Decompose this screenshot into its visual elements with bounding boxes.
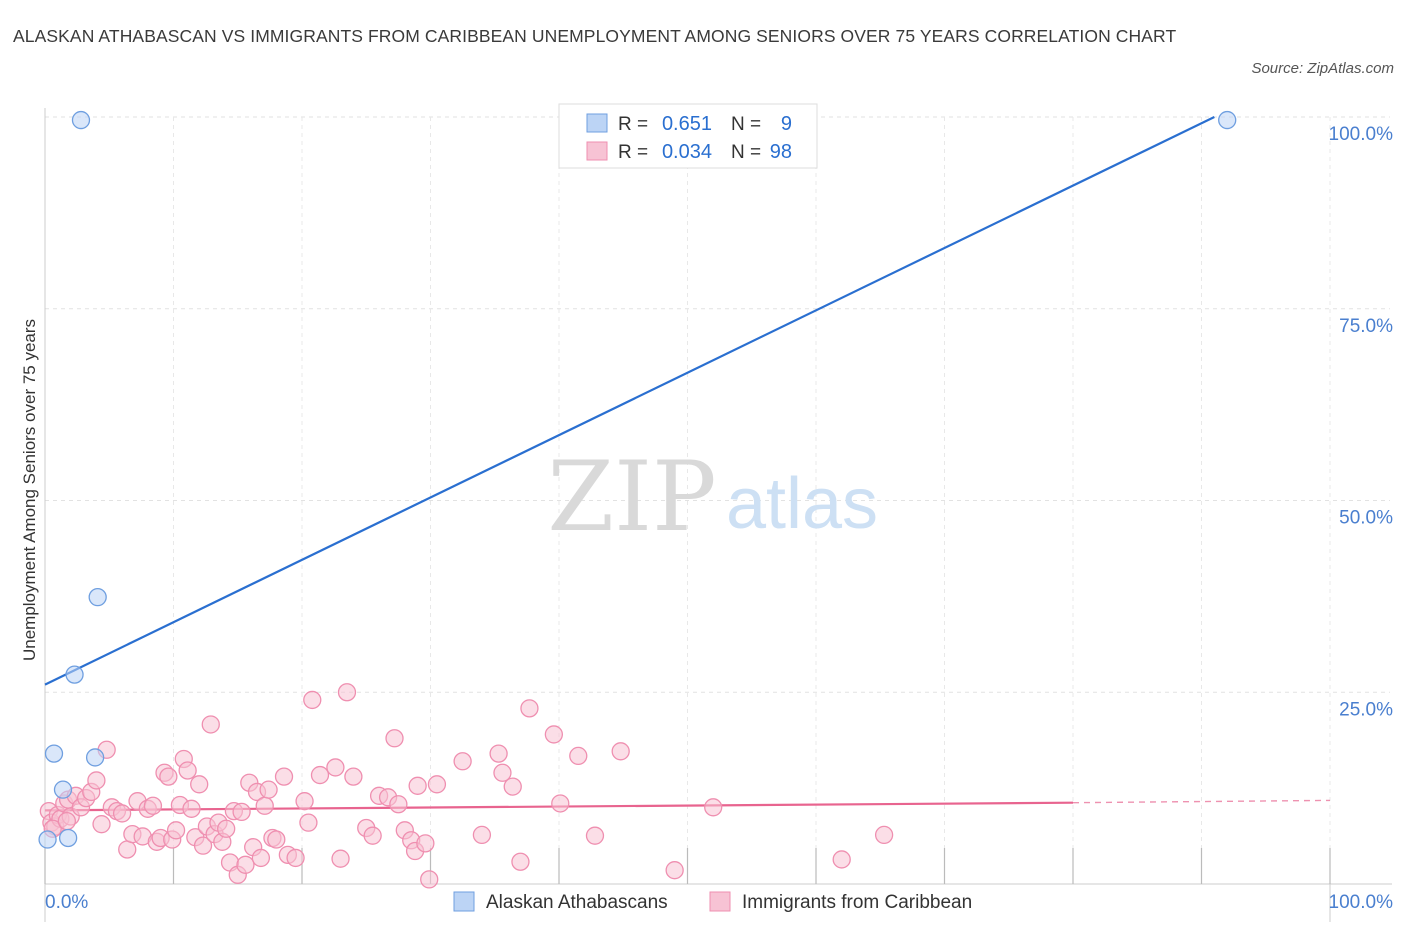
athabascan-point-4 <box>44 744 64 763</box>
caribbean-point-66 <box>344 767 363 786</box>
legend-r-label-2: R = <box>618 142 648 163</box>
caribbean-point-38 <box>201 715 220 734</box>
athabascan-point-0 <box>71 110 91 130</box>
caribbean-point-90 <box>585 826 605 845</box>
caribbean-point-61 <box>303 690 322 710</box>
athabascan-point-8 <box>38 830 57 849</box>
legend-swatch-athabascans <box>453 891 475 912</box>
caribbean-point-92 <box>665 861 684 880</box>
caribbean-point-47 <box>236 855 255 874</box>
caribbean-point-35 <box>190 775 209 794</box>
source-credit: Source: ZipAtlas.com <box>1251 60 1394 77</box>
caribbean-point-62 <box>310 765 330 785</box>
caribbean-point-68 <box>363 826 382 845</box>
caribbean-point-84 <box>503 777 522 796</box>
y-tick-label-100: 100.0% <box>1329 124 1394 145</box>
caribbean-point-58 <box>286 848 305 868</box>
caribbean-point-88 <box>551 794 570 813</box>
caribbean-point-80 <box>453 752 472 771</box>
x-tick-label-0: 0.0% <box>45 892 88 913</box>
caribbean-point-83 <box>493 763 512 782</box>
caribbean-point-89 <box>569 746 588 766</box>
legend-swatch-caribbean-bottom <box>709 891 731 912</box>
trend-line-0 <box>44 116 1215 686</box>
caribbean-point-91 <box>611 742 630 761</box>
athabascan-point-6 <box>53 780 73 799</box>
caribbean-point-63 <box>326 758 345 777</box>
data-points <box>38 110 1237 889</box>
legend-n-value-2: 98 <box>770 141 792 163</box>
y-tick-label-50: 50.0% <box>1339 508 1393 529</box>
caribbean-point-36 <box>193 836 213 855</box>
caribbean-point-95 <box>874 825 894 845</box>
caribbean-point-46 <box>232 802 251 822</box>
caribbean-point-42 <box>217 819 236 838</box>
legend-r-value-1: 0.651 <box>662 113 712 135</box>
caribbean-point-81 <box>472 825 492 845</box>
caribbean-point-27 <box>159 767 178 786</box>
legend-n-value-1: 9 <box>781 113 792 135</box>
caribbean-point-52 <box>255 796 274 815</box>
legend-n-label-1: N = <box>731 114 761 135</box>
caribbean-point-79 <box>427 775 447 794</box>
caribbean-point-23 <box>143 796 163 815</box>
caribbean-point-93 <box>704 798 723 817</box>
caribbean-point-12 <box>87 771 106 790</box>
caribbean-point-76 <box>408 776 427 795</box>
x-tick-label-100: 100.0% <box>1329 892 1394 913</box>
stats-legend: R = 0.651 N = 9 R = 0.034 N = 98 <box>558 103 818 169</box>
legend-n-label-2: N = <box>731 142 761 163</box>
caribbean-point-56 <box>274 767 294 786</box>
tick-labels: 100.0% 75.0% 50.0% 25.0% 0.0% 100.0% <box>45 124 1393 913</box>
caribbean-point-97 <box>57 811 76 831</box>
caribbean-point-64 <box>331 849 350 868</box>
legend-label-athabascans: Alaskan Athabascans <box>486 892 668 913</box>
caribbean-point-32 <box>178 761 197 780</box>
caribbean-point-71 <box>385 729 404 748</box>
caribbean-point-82 <box>489 744 508 763</box>
athabascan-point-7 <box>58 828 78 848</box>
grid-lines <box>45 116 1390 884</box>
trend-line-ext-1 <box>1072 799 1331 804</box>
athabascan-point-2 <box>88 587 107 607</box>
caribbean-point-86 <box>520 699 539 718</box>
caribbean-point-60 <box>299 813 318 832</box>
caribbean-point-85 <box>511 852 530 871</box>
caribbean-point-51 <box>251 848 271 868</box>
caribbean-point-29 <box>166 821 186 840</box>
legend-label-caribbean: Immigrants from Caribbean <box>742 892 972 913</box>
caribbean-point-87 <box>544 725 564 744</box>
legend-r-value-2: 0.034 <box>662 141 712 163</box>
caribbean-point-65 <box>337 683 357 702</box>
athabascan-point-1 <box>1218 110 1237 130</box>
legend-r-label-1: R = <box>618 114 648 135</box>
caribbean-point-33 <box>182 799 201 818</box>
watermark-zip: ZIP <box>547 441 716 553</box>
chart-title: ALASKAN ATHABASCAN VS IMMIGRANTS FROM CA… <box>13 26 1177 46</box>
caribbean-point-53 <box>259 780 278 799</box>
legend-swatch-caribbean <box>586 141 608 161</box>
caribbean-point-13 <box>92 815 111 834</box>
caribbean-point-77 <box>416 834 435 853</box>
caribbean-point-59 <box>295 792 314 811</box>
caribbean-point-78 <box>420 870 439 889</box>
y-tick-label-75: 75.0% <box>1339 316 1393 337</box>
caribbean-point-17 <box>112 804 132 823</box>
caribbean-point-55 <box>267 830 286 849</box>
caribbean-point-72 <box>389 795 408 814</box>
bottom-legend: Alaskan Athabascans Immigrants from Cari… <box>453 891 972 913</box>
legend-swatch-athabascan <box>586 113 608 133</box>
caribbean-point-18 <box>118 840 137 859</box>
athabascan-point-5 <box>85 748 105 767</box>
y-tick-label-25: 25.0% <box>1339 699 1393 720</box>
caribbean-point-94 <box>832 850 851 869</box>
athabascan-point-3 <box>65 665 84 684</box>
watermark-atlas: atlas <box>726 464 878 544</box>
watermark: ZIP atlas <box>547 441 878 553</box>
y-axis-label: Unemployment Among Seniors over 75 years <box>20 318 39 662</box>
